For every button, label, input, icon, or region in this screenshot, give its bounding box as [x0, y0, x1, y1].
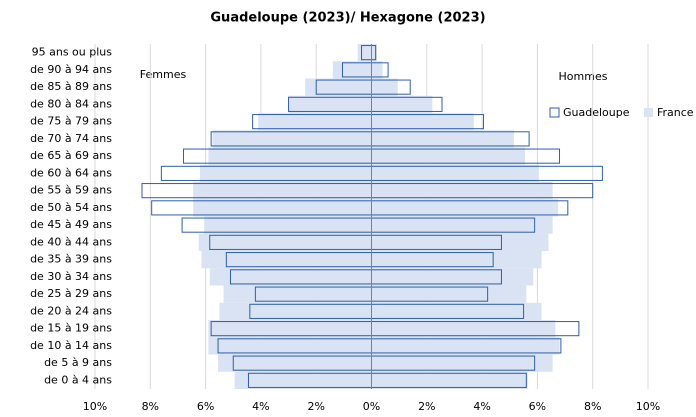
y-tick-label: de 50 à 54 ans: [30, 201, 112, 214]
x-tick-label: 6%: [197, 400, 214, 413]
chart-title: Guadeloupe (2023)/ Hexagone (2023): [210, 11, 485, 26]
bar: [288, 95, 372, 113]
bar: [208, 337, 372, 355]
bar: [258, 113, 372, 131]
x-tick-label: 10%: [636, 400, 660, 413]
bar: [371, 78, 398, 96]
bar: [357, 44, 372, 62]
y-tick-label: de 25 à 29 ans: [30, 287, 112, 300]
x-tick-label: 10%: [83, 400, 107, 413]
x-tick-label: 6%: [529, 400, 546, 413]
bar: [193, 182, 372, 200]
bar: [371, 302, 542, 320]
bar: [371, 216, 553, 234]
bar: [371, 354, 553, 372]
y-tick-label: de 0 à 4 ans: [44, 373, 112, 386]
bar: [371, 251, 542, 269]
bar: [371, 164, 539, 182]
x-tick-label: 8%: [142, 400, 159, 413]
y-tick-label: de 70 à 74 ans: [30, 132, 112, 145]
bar: [371, 285, 527, 303]
group-label: Femmes: [140, 68, 187, 81]
bar: [218, 354, 372, 372]
bar: [371, 61, 383, 79]
y-tick-label: de 20 à 24 ans: [30, 304, 112, 317]
y-tick-label: de 10 à 14 ans: [30, 339, 112, 352]
legend-swatch: [549, 107, 560, 118]
x-tick-label: 4%: [252, 400, 269, 413]
bar: [371, 199, 559, 217]
bar: [371, 233, 549, 251]
y-tick-label: de 35 à 39 ans: [30, 253, 112, 266]
y-tick-label: de 15 à 19 ans: [30, 322, 112, 335]
bar: [371, 113, 474, 131]
y-tick-label: de 30 à 34 ans: [30, 270, 112, 283]
y-tick-label: de 40 à 44 ans: [30, 235, 112, 248]
y-tick-label: de 60 à 64 ans: [30, 166, 112, 179]
y-tick-label: 95 ans ou plus: [32, 46, 113, 59]
x-tick-label: 4%: [473, 400, 490, 413]
bar: [200, 164, 372, 182]
y-tick-label: de 55 à 59 ans: [30, 184, 112, 197]
x-tick-label: 2%: [418, 400, 435, 413]
bar: [208, 320, 372, 338]
bar: [201, 251, 372, 269]
bar: [371, 147, 525, 165]
bar: [332, 61, 372, 79]
bar: [204, 216, 372, 234]
bar: [371, 44, 378, 62]
y-tick-label: de 90 à 94 ans: [30, 63, 112, 76]
x-tick-label: 8%: [584, 400, 601, 413]
y-tick-label: de 85 à 89 ans: [30, 80, 112, 93]
y-tick-label: de 75 à 79 ans: [30, 115, 112, 128]
bar: [208, 147, 372, 165]
bar: [209, 268, 372, 286]
bar: [371, 268, 534, 286]
bar: [219, 302, 372, 320]
bar: [305, 78, 372, 96]
y-tick-label: de 65 à 69 ans: [30, 149, 112, 162]
y-tick-label: de 80 à 84 ans: [30, 97, 112, 110]
bar: [371, 182, 553, 200]
bar: [212, 130, 372, 148]
bar: [371, 95, 433, 113]
bar: [371, 371, 528, 389]
y-tick-label: de 45 à 49 ans: [30, 218, 112, 231]
x-tick-label: 2%: [307, 400, 324, 413]
legend-label: Guadeloupe: [563, 106, 630, 119]
legend-label: France: [657, 106, 694, 119]
bar: [223, 285, 372, 303]
legend-swatch: [644, 108, 653, 117]
bar: [371, 130, 514, 148]
x-tick-label: 0%: [363, 400, 380, 413]
bar: [371, 337, 560, 355]
group-label: Hommes: [559, 70, 608, 83]
bar: [371, 320, 556, 338]
bar: [234, 371, 372, 389]
bar: [198, 233, 372, 251]
y-tick-label: de 5 à 9 ans: [44, 356, 112, 369]
bar: [193, 199, 372, 217]
